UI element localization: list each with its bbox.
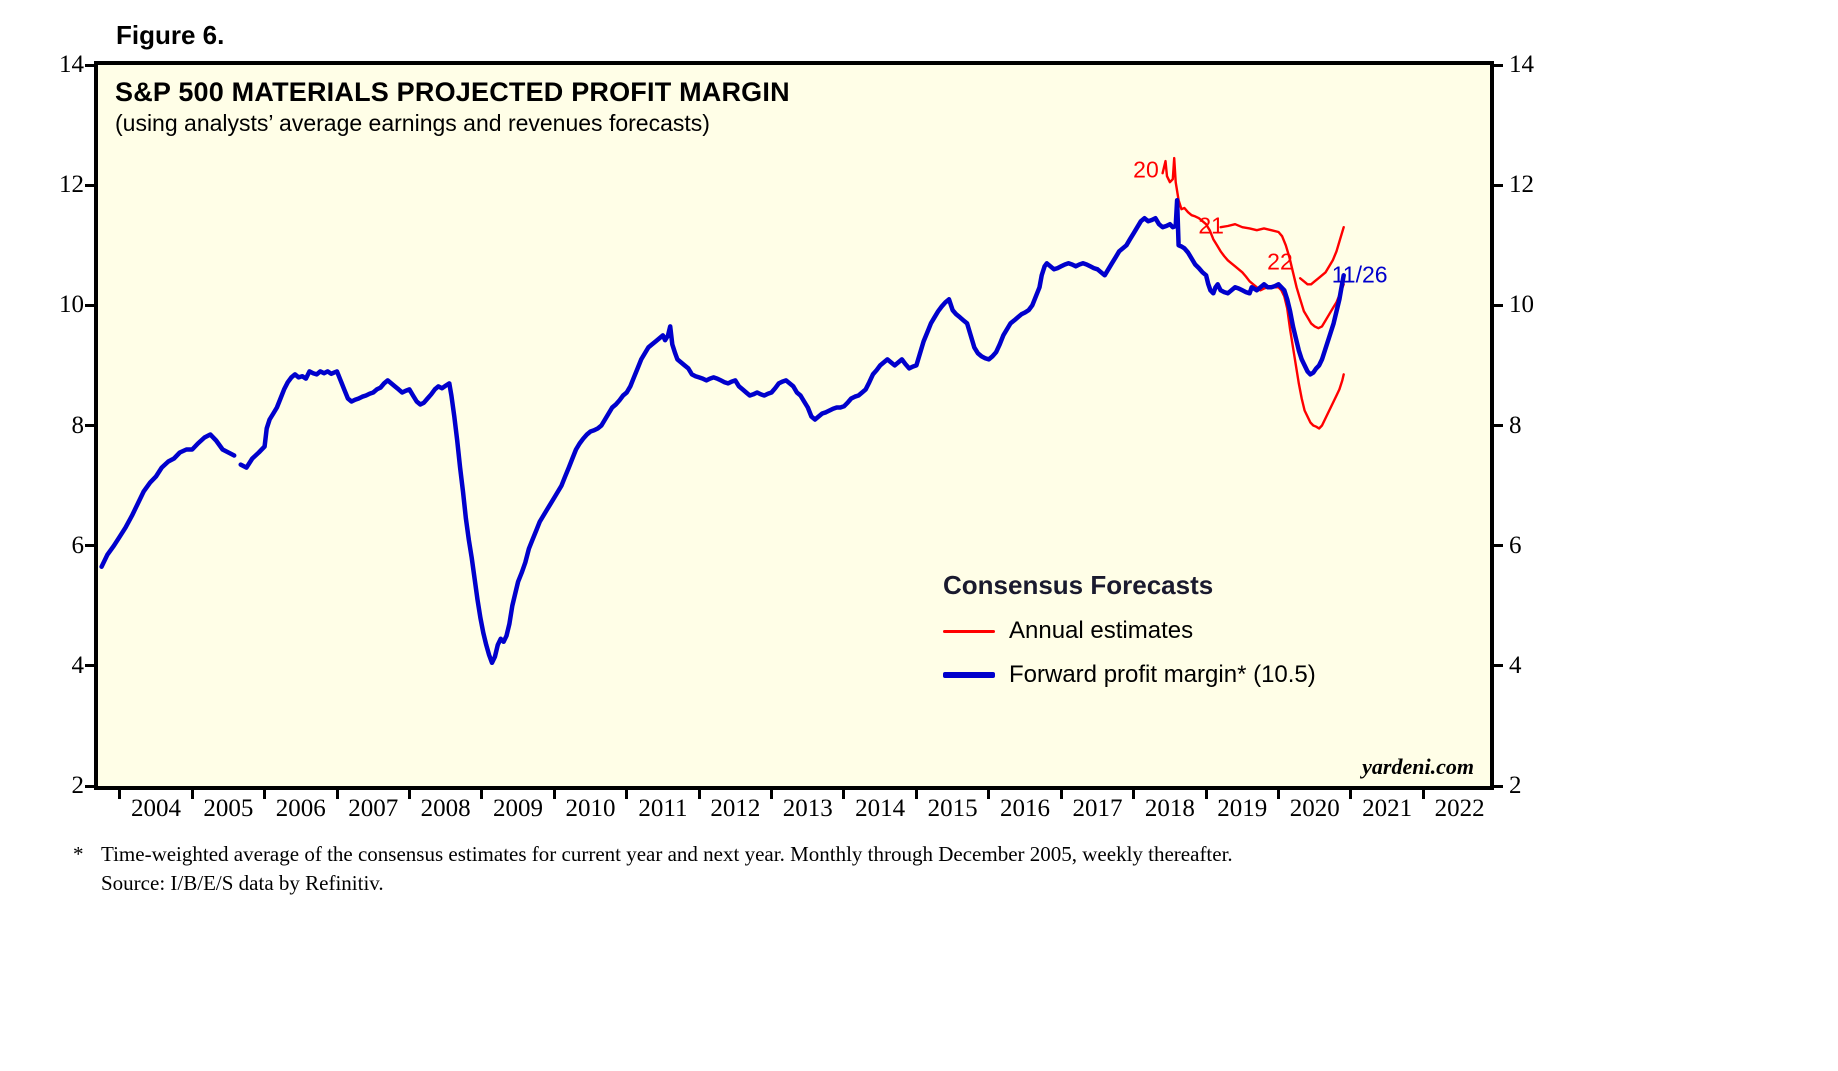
source-text: Source: I/B/E/S data by Refinitiv. [101,871,384,895]
x-axis-label-2005: 2005 [203,795,254,822]
x-axis-label-2016: 2016 [1000,795,1051,822]
legend-label-annual-estimates: Annual estimates [1009,617,1194,644]
x-axis-tick [842,790,846,799]
x-axis-label-2010: 2010 [565,795,616,822]
annotation-20: 20 [1133,156,1159,183]
y-axis-tick-right [1494,303,1503,307]
x-axis-tick [118,790,122,799]
y-axis-tick-left [85,424,94,427]
plot-area: S&P 500 MATERIALS PROJECTED PROFIT MARGI… [94,61,1494,790]
x-axis-label-2007: 2007 [348,795,399,822]
x-axis-tick [914,790,918,799]
y-axis-label-left-8: 8 [71,411,85,439]
x-axis-label-2013: 2013 [782,795,833,822]
series-annual-estimate-2020 [1161,156,1345,430]
y-axis-label-right-12: 12 [1509,171,1534,199]
y-axis-label-left-4: 4 [71,651,85,679]
forward-profit-margin-line-swatch [943,672,995,678]
y-axis-tick-left [85,664,94,668]
y-axis-label-left-6: 6 [71,531,85,559]
chart-lines-svg [99,156,1346,666]
y-axis-tick-right [1494,784,1503,788]
footnote-text: Time-weighted average of the consensus e… [101,842,1233,866]
series-forward-profit-margin-monthly [99,432,237,569]
watermark: yardeni.com [1362,754,1474,779]
chart-title: S&P 500 MATERIALS PROJECTED PROFIT MARGI… [115,77,790,107]
y-axis-tick-right [1494,544,1503,548]
x-axis-tick [1059,790,1063,799]
y-axis-label-left-12: 12 [59,171,84,199]
x-axis-label-2009: 2009 [493,795,544,822]
y-axis-tick-left [85,784,94,788]
series-annual-estimate-2021 [1219,222,1345,330]
x-axis-label-2012: 2012 [710,795,761,822]
x-axis-tick [625,790,629,799]
x-axis-tick [480,790,484,799]
footnotes: * Time-weighted average of the consensus… [73,842,1233,900]
x-axis-label-2014: 2014 [855,795,906,822]
x-axis-tick [1277,790,1281,799]
annotation-21: 21 [1198,212,1224,239]
y-axis-label-right-10: 10 [1509,291,1534,319]
y-axis-tick-right [1494,664,1503,668]
x-axis-tick [697,790,701,799]
y-axis-label-left-10: 10 [59,291,84,319]
y-axis-tick-left [85,183,94,187]
y-axis-tick-right [1494,63,1503,67]
y-axis-label-left-14: 14 [59,51,84,78]
x-axis-label-2006: 2006 [275,795,326,822]
x-axis-tick [190,790,194,799]
y-axis-label-right-4: 4 [1509,651,1522,679]
annotation-22: 22 [1267,248,1293,275]
legend-label-forward-profit-margin: Forward profit margin* (10.5) [1009,661,1316,688]
x-axis-label-2011: 2011 [638,795,688,822]
footnote-row: * Time-weighted average of the consensus… [73,842,1233,867]
x-axis-label-2019: 2019 [1217,795,1268,822]
footnote-row: Source: I/B/E/S data by Refinitiv. [73,871,1233,896]
series-forward-profit-margin-weekly [238,197,1346,666]
legend-title: Consensus Forecasts [943,570,1214,600]
y-axis-tick-right [1494,424,1503,427]
legend: Consensus Forecasts Annual estimates For… [943,570,1316,689]
x-axis-tick [770,790,774,799]
y-axis-label-left-2: 2 [71,772,85,799]
x-axis-label-2017: 2017 [1072,795,1123,822]
footnote-marker [73,871,101,896]
footnote-marker: * [73,842,84,866]
chart-subtitle: (using analysts’ average earnings and re… [115,110,710,136]
x-axis-tick [1421,790,1425,799]
x-axis-tick [1204,790,1208,799]
x-axis-label-2022: 2022 [1434,795,1485,822]
y-axis-tick-left [85,303,94,307]
annotation-11-26: 11/26 [1331,261,1388,288]
x-axis-label-2021: 2021 [1362,795,1413,822]
x-axis-tick [987,790,991,799]
x-axis-label-2008: 2008 [420,795,471,822]
y-axis-label-right-8: 8 [1509,411,1522,439]
figure-label: Figure 6. [116,20,225,50]
x-axis-tick [263,790,267,799]
x-axis-label-2015: 2015 [927,795,978,822]
y-axis-label-right-6: 6 [1509,531,1522,559]
legend-item-forward-profit-margin: Forward profit margin* (10.5) [943,661,1316,689]
annual-estimates-line-swatch [943,629,995,633]
x-axis-tick [1349,790,1353,799]
series-annual-estimate-2022 [1298,225,1345,286]
y-axis-tick-right [1494,183,1503,187]
y-axis-tick-left [85,544,94,548]
x-axis-label-2018: 2018 [1144,795,1195,822]
x-axis-tick [335,790,339,799]
legend-item-annual-estimates: Annual estimates [943,617,1316,645]
x-axis-label-2020: 2020 [1289,795,1340,822]
y-axis-label-right-2: 2 [1509,772,1522,799]
x-axis-label-2004: 2004 [130,795,181,822]
x-axis-tick [1132,790,1136,799]
x-axis-tick [552,790,556,799]
y-axis-label-right-14: 14 [1509,51,1534,78]
x-axis-tick [407,790,411,799]
y-axis-tick-left [85,63,94,67]
